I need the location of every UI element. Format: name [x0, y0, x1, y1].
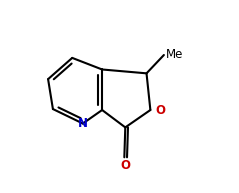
Text: O: O [155, 103, 165, 117]
Text: N: N [78, 117, 88, 130]
Text: Me: Me [166, 47, 184, 61]
Text: O: O [121, 159, 131, 173]
